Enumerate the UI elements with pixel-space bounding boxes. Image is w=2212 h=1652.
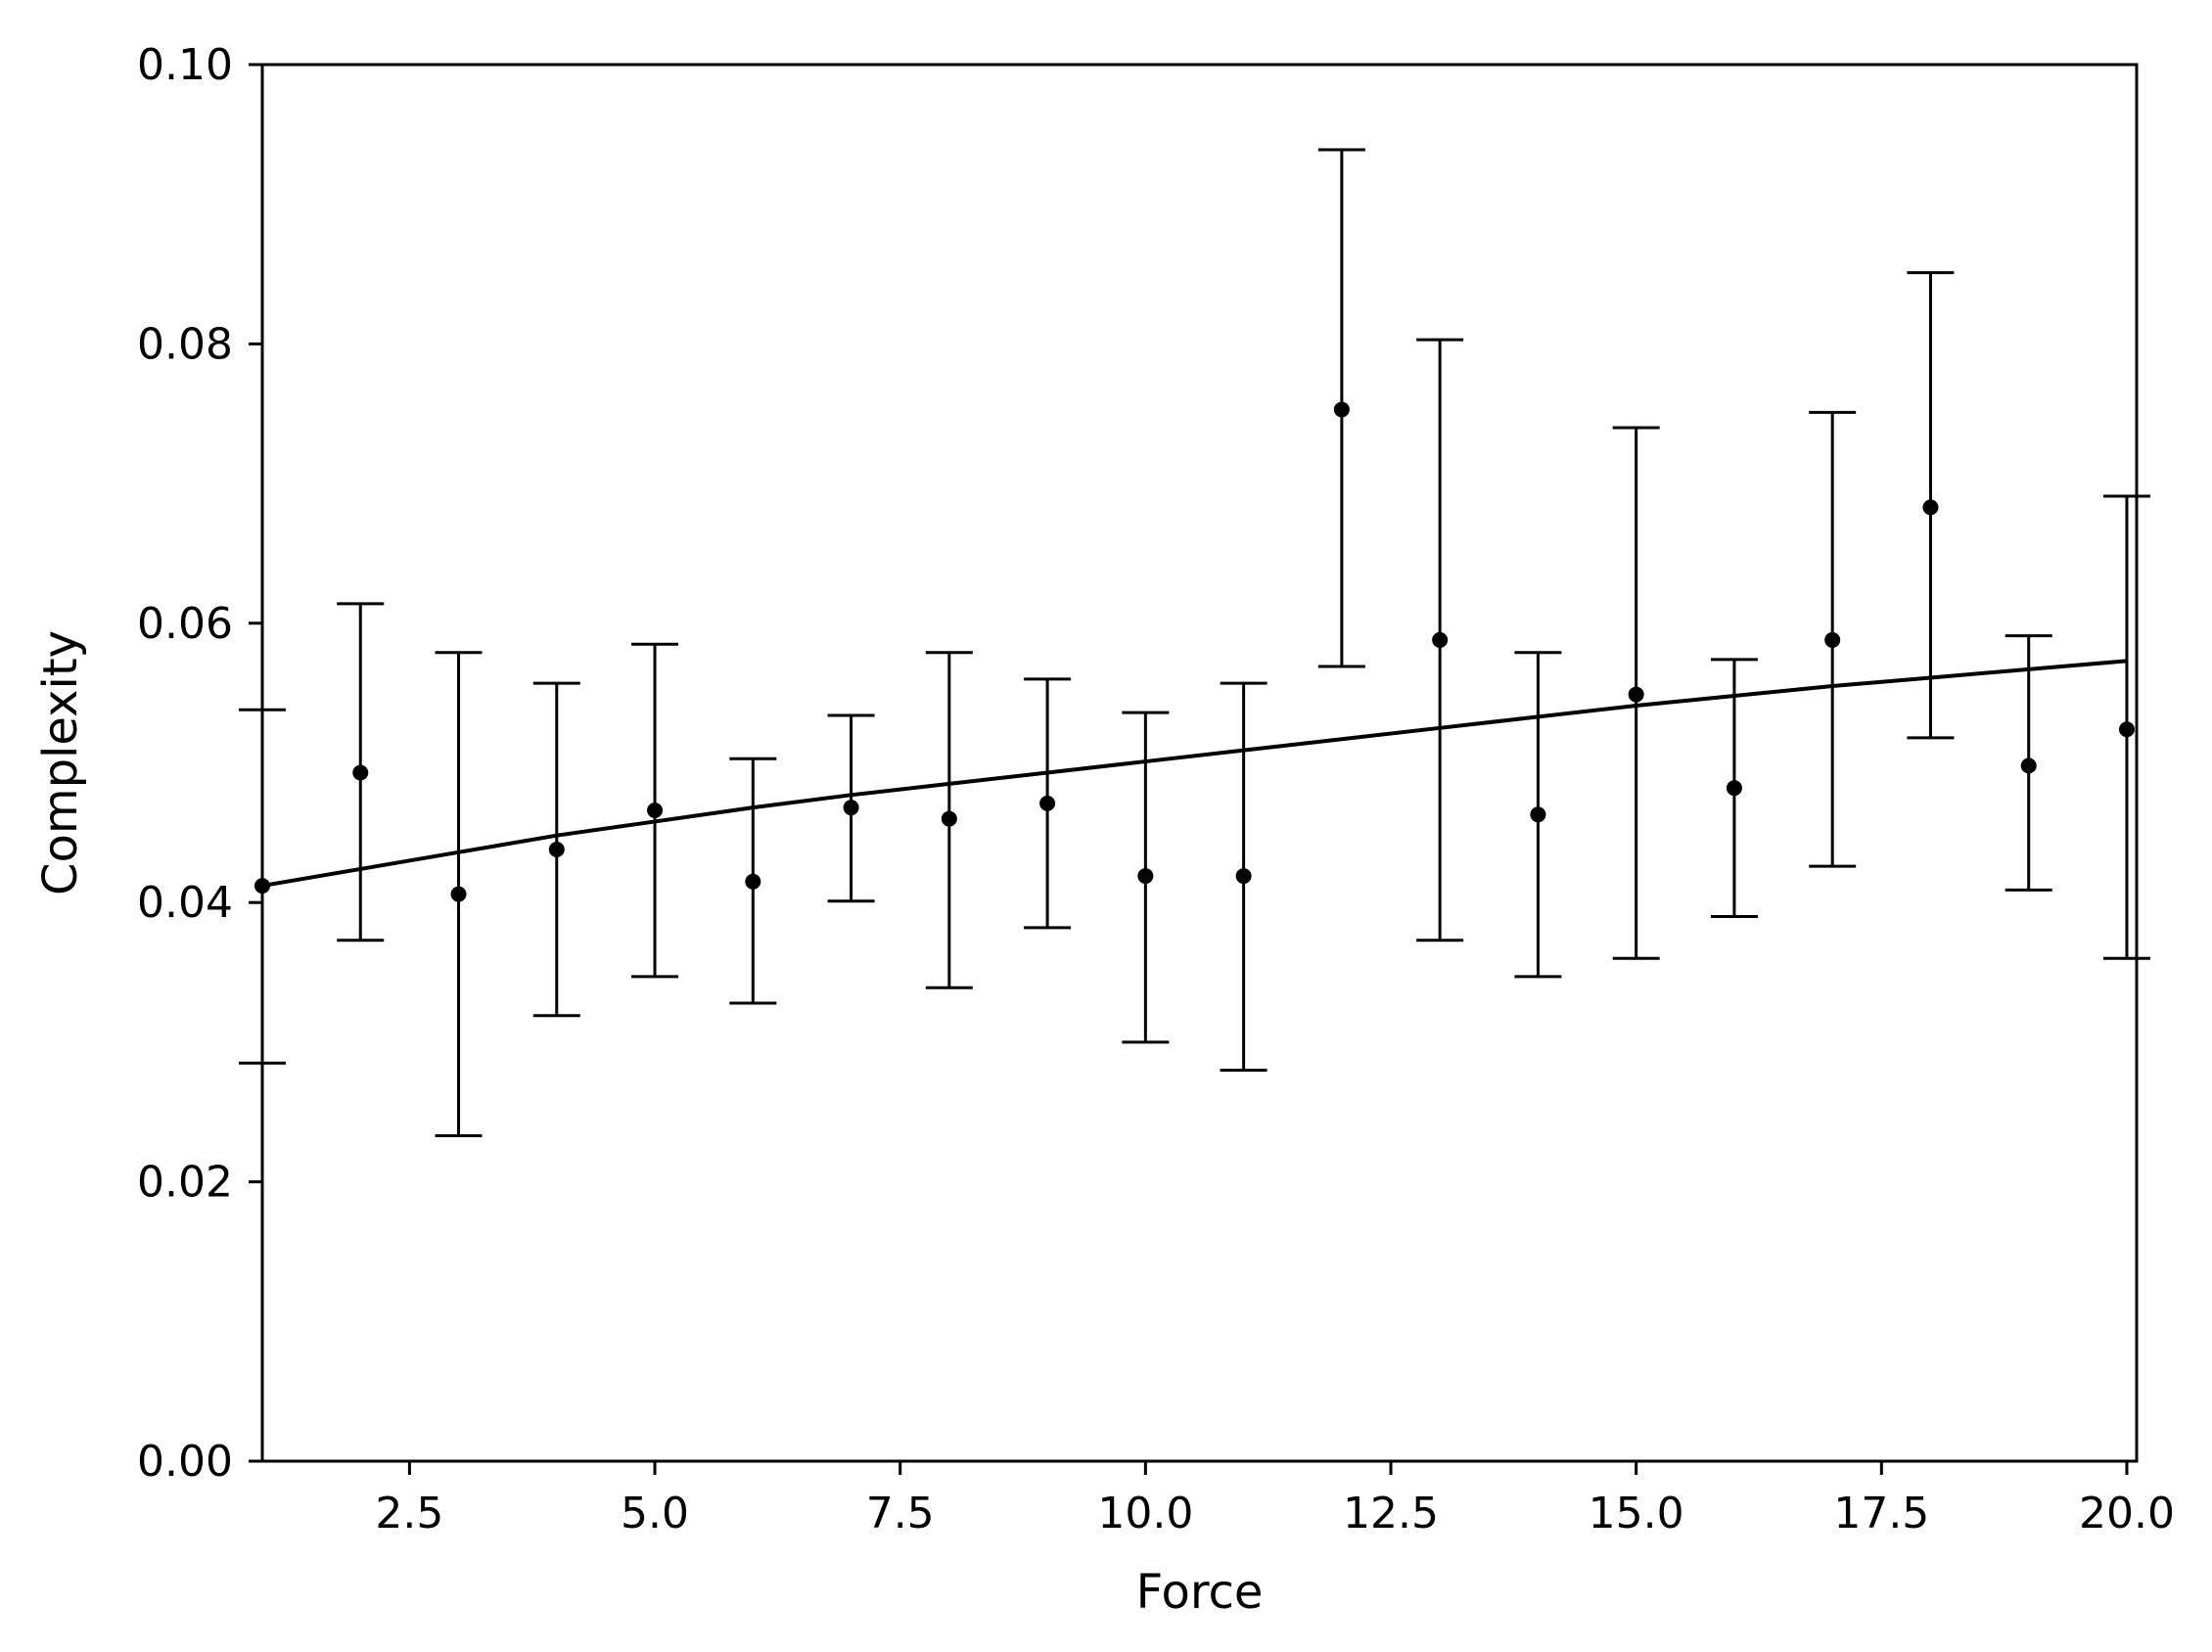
y-tick-label: 0.04 [137,878,233,928]
y-tick-label: 0.02 [137,1158,233,1208]
y-axis-label: Complexity [33,630,88,895]
y-tick-label: 0.06 [137,599,233,649]
data-point [1235,868,1252,885]
data-point [1137,868,1154,885]
data-point [1530,806,1546,823]
data-point [1432,631,1449,648]
axis-ticks: 2.5 5.0 7.5 10.0 12.5 15.0 17.5 20.0 0.00 0.02 0.0… [137,40,2175,1538]
x-tick-label: 20.0 [2079,1489,2175,1538]
data-point [1726,780,1742,797]
data-point [450,886,467,902]
plot-frame [260,63,2139,1463]
data-point [1824,631,1841,648]
x-tick-label: 7.5 [866,1489,935,1538]
y-tick-label: 0.10 [137,40,233,90]
data-point [1922,499,1939,516]
data-point [941,810,957,827]
x-tick-label: 2.5 [375,1489,443,1538]
trend-line [261,659,2128,889]
data-point [843,800,859,816]
data-point [1333,401,1350,418]
y-tick-label: 0.00 [137,1437,233,1487]
data-point [647,803,664,819]
x-tick-label: 17.5 [1833,1489,1929,1538]
data-point [548,841,565,857]
data-point [352,764,369,781]
x-axis-label: Force [1136,1565,1264,1620]
data-point [745,873,761,890]
y-tick-label: 0.08 [137,319,233,369]
x-tick-label: 10.0 [1097,1489,1193,1538]
x-tick-label: 12.5 [1343,1489,1439,1538]
x-tick-label: 5.0 [621,1489,689,1538]
x-tick-label: 15.0 [1589,1489,1684,1538]
data-point [1628,686,1644,703]
data-point [2118,721,2135,738]
data-point [1039,795,1056,811]
data-point [2020,757,2037,774]
data-marks [239,148,2150,1138]
